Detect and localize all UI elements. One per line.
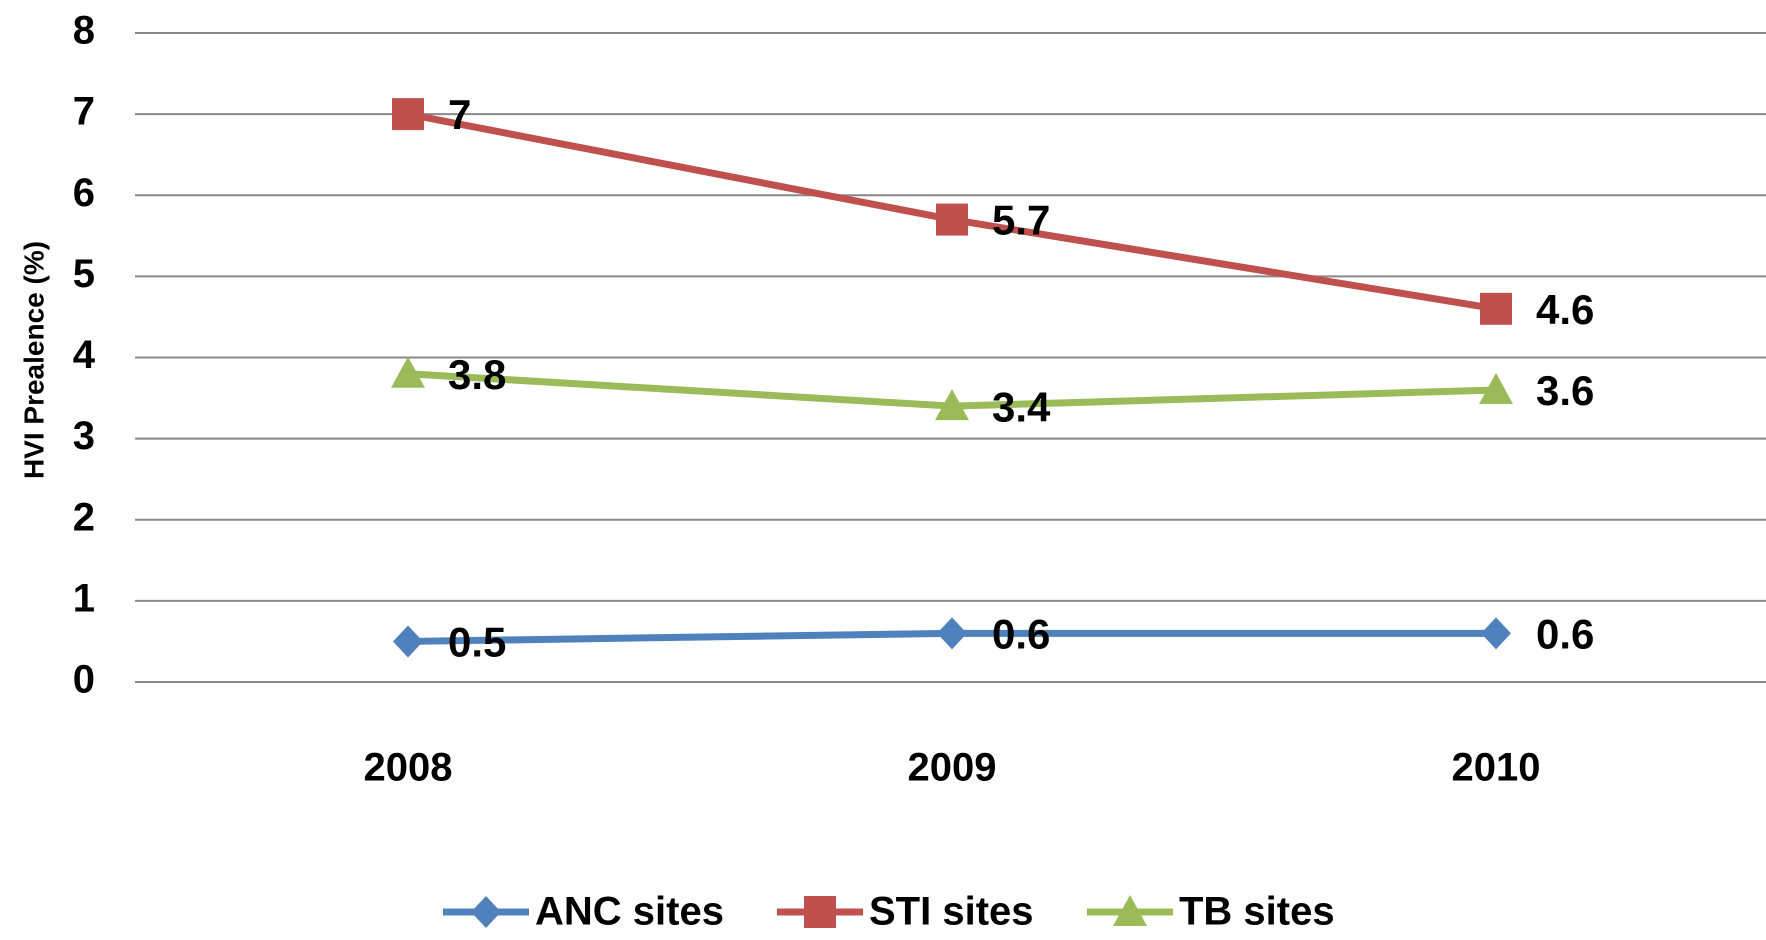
data-label: 5.7	[992, 197, 1050, 244]
data-label: 4.6	[1536, 286, 1594, 333]
y-tick-label: 6	[73, 171, 95, 215]
legend-label: STI sites	[869, 890, 1034, 934]
y-tick-label: 1	[73, 576, 95, 620]
legend-marker	[471, 896, 501, 928]
point	[1479, 372, 1513, 404]
legend-marker	[1113, 895, 1147, 926]
data-label: 3.6	[1536, 367, 1594, 414]
data-label: 7	[448, 91, 471, 138]
y-tick-label: 5	[73, 252, 95, 296]
y-tick-label: 2	[73, 495, 95, 539]
point	[937, 617, 967, 650]
point	[392, 98, 424, 131]
y-tick-label: 7	[73, 90, 95, 134]
x-tick-label: 2008	[364, 746, 453, 790]
data-label: 0.6	[992, 610, 1050, 657]
data-label: 3.4	[992, 383, 1051, 430]
y-tick-label: 8	[73, 9, 95, 53]
point	[1480, 292, 1512, 325]
data-label: 0.5	[448, 619, 506, 666]
y-tick-label: 4	[73, 333, 96, 377]
point	[393, 625, 423, 658]
legend-marker	[804, 896, 836, 928]
x-tick-label: 2009	[908, 746, 997, 790]
x-tick-label: 2010	[1452, 746, 1541, 790]
point	[391, 356, 425, 388]
point	[1481, 617, 1511, 650]
data-label: 3.8	[448, 351, 506, 398]
data-label: 0.6	[1536, 610, 1594, 657]
legend-label: ANC sites	[535, 890, 724, 934]
y-tick-label: 0	[73, 658, 95, 702]
y-tick-label: 3	[73, 414, 95, 458]
point	[936, 203, 968, 236]
y-axis-label: HVI Prealence (%)	[18, 241, 49, 479]
legend-label: TB sites	[1179, 890, 1335, 934]
point	[935, 389, 969, 421]
